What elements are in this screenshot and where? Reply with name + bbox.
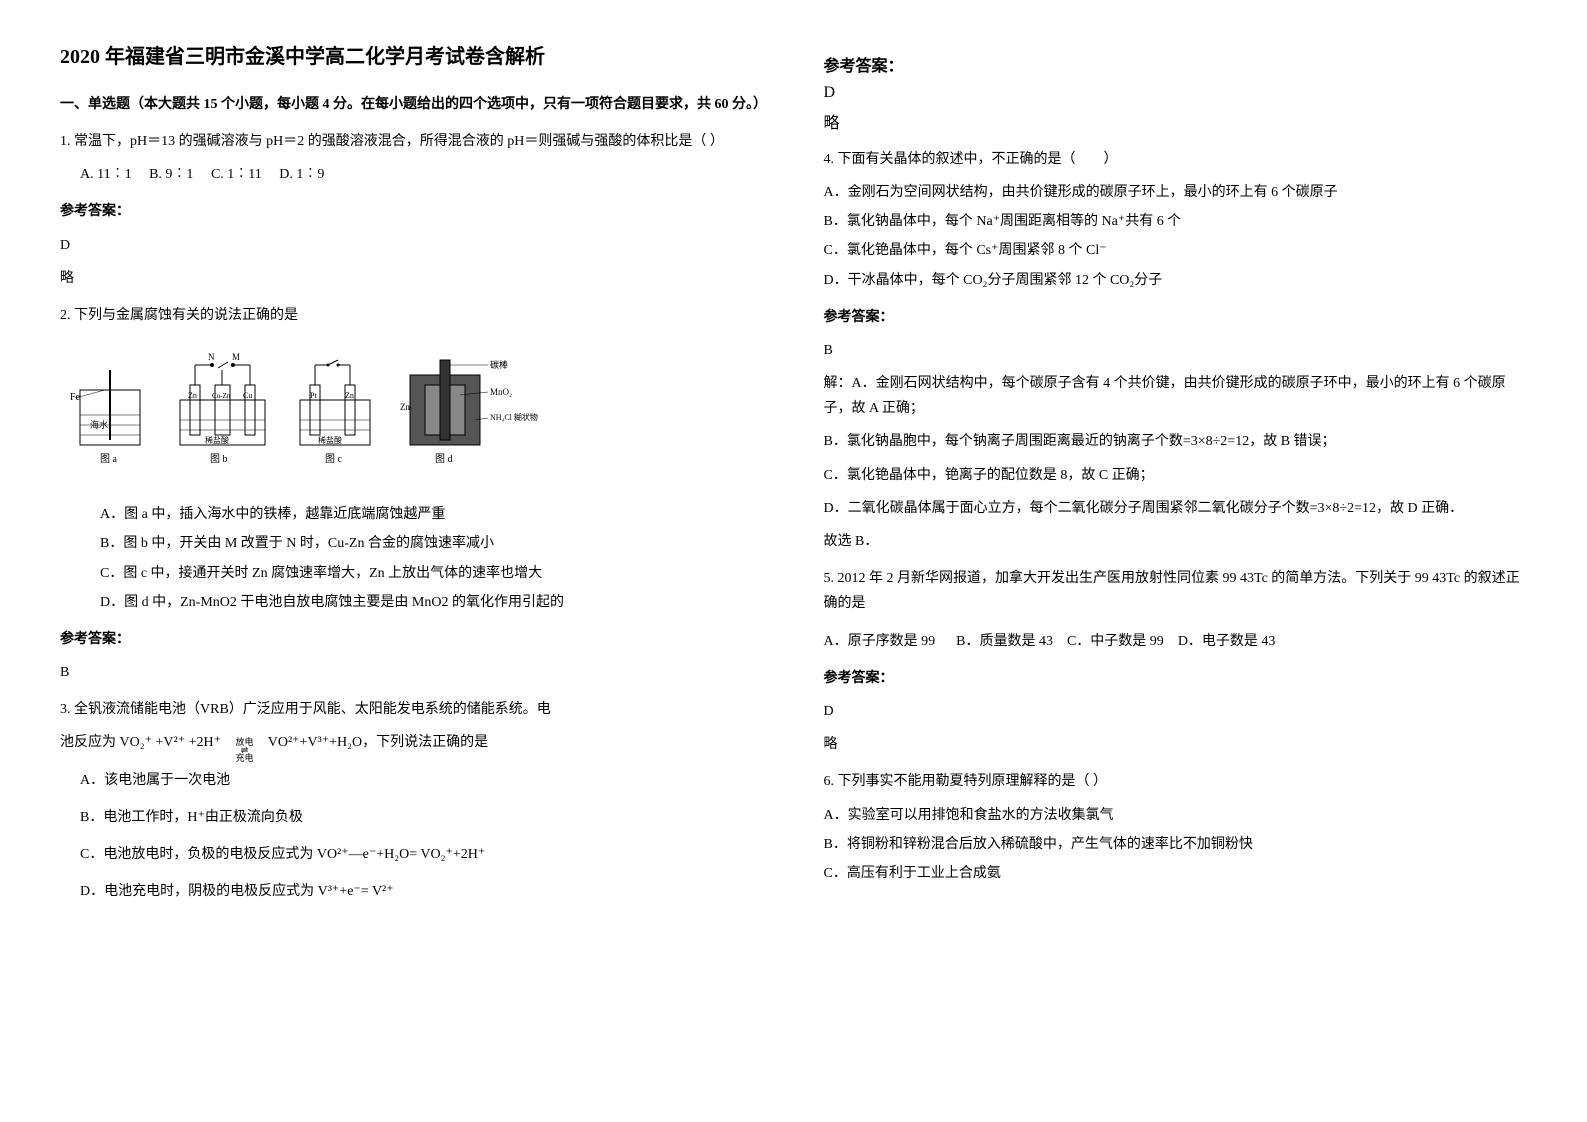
q4-opt-d: D．干冰晶体中，每个 CO₂分子周围紧邻 12 个 CO₂分子 (824, 268, 1528, 293)
q5-text: 5. 2012 年 2 月新华网报道，加拿大开发出生产医用放射性同位素 99 4… (824, 566, 1528, 616)
q5-options: A．原子序数是 99 B．质量数是 43 C．中子数是 99 D．电子数是 43 (824, 629, 1528, 654)
figure-d: 碳棒 MnO₂ NH₄Cl 糊状物 Zn 图 d (400, 359, 538, 465)
right-column: 参考答案： D 略 4. 下面有关晶体的叙述中，不正确的是（ ） A．金刚石为空… (824, 40, 1528, 916)
q3-opt-d: D．电池充电时，阴极的电极反应式为 V³⁺+e⁻= V²⁺ (80, 879, 764, 904)
q3-text1: 3. 全钒液流储能电池（VRB）广泛应用于风能、太阳能发电系统的储能系统。电 (60, 697, 764, 722)
figure-b: N M Zn Cu-Zn Cu 稀盐酸 图 b (180, 352, 265, 465)
corrosion-diagram: Fe 海水 图 a (70, 350, 550, 480)
cuzn-label: Cu-Zn (212, 392, 231, 400)
question-1: 1. 常温下，pH＝13 的强碱溶液与 pH＝2 的强酸溶液混合，所得混合液的 … (60, 129, 764, 291)
q2-opt-a: A．图 a 中，插入海水中的铁棒，越靠近底端腐蚀越严重 (100, 502, 764, 527)
zn-label-b: Zn (188, 391, 197, 400)
q1-answer: D (60, 233, 764, 258)
q3-explanation: 略 (824, 110, 1528, 139)
xiyansuan-label-c: 稀盐酸 (318, 435, 342, 445)
q5-opt-d: D．电子数是 43 (1178, 634, 1276, 649)
q1-options: A. 11︰1 B. 9︰1 C. 1︰11 D. 1︰9 (80, 162, 764, 187)
q4-opt-a: A．金刚石为空间网状结构，由共价键形成的碳原子环上，最小的环上有 6 个碳原子 (824, 180, 1528, 205)
question-2: 2. 下列与金属腐蚀有关的说法正确的是 Fe 海水 图 a (60, 303, 764, 685)
q2-opt-c: C．图 c 中，接通开关时 Zn 腐蚀速率增大，Zn 上放出气体的速率也增大 (100, 561, 764, 586)
q5-opt-a: A．原子序数是 99 (824, 634, 936, 649)
q4-opt-c: C．氯化铯晶体中，每个 Cs⁺周围紧邻 8 个 Cl⁻ (824, 238, 1528, 263)
q1-text: 1. 常温下，pH＝13 的强碱溶液与 pH＝2 的强酸溶液混合，所得混合液的 … (60, 129, 764, 154)
q3-answer-label: 参考答案： (824, 52, 1528, 76)
m-label: M (232, 352, 240, 362)
q1-explanation: 略 (60, 266, 764, 291)
question-5: 5. 2012 年 2 月新华网报道，加拿大开发出生产医用放射性同位素 99 4… (824, 566, 1528, 757)
q3-opt-c: C．电池放电时，负极的电极反应式为 VO²⁺—e⁻+H₂O= VO₂⁺+2H⁺ (80, 842, 764, 867)
q2-answer: B (60, 660, 764, 685)
seawater-label: 海水 (90, 419, 108, 430)
n-label: N (208, 352, 215, 362)
q3-answer: D (824, 84, 1528, 102)
q4-expl-d: D．二氧化碳晶体属于面心立方，每个二氧化碳分子周围紧邻二氧化碳分子个数=3×8÷… (824, 496, 1528, 521)
fig-d-label: 图 d (435, 453, 453, 465)
xiyansuan-label-b: 稀盐酸 (205, 435, 229, 445)
q5-opt-b: B．质量数是 43 (956, 634, 1053, 649)
q1-answer-label: 参考答案： (60, 199, 764, 224)
q2-answer-label: 参考答案： (60, 627, 764, 652)
q3-text-line2: 池反应为 VO₂⁺ +V²⁺ +2H⁺ 放电 ⇌ 充电 VO²⁺+V³⁺+H₂O… (60, 730, 764, 755)
q4-expl-a: 解：A．金刚石网状结构中，每个碳原子含有 4 个共价键，由共价键形成的碳原子环中… (824, 371, 1528, 421)
exam-title: 2020 年福建省三明市金溪中学高二化学月考试卷含解析 (60, 40, 764, 69)
q4-expl-b: B．氯化钠晶胞中，每个钠离子周围距离最近的钠离子个数=3×8÷2=12，故 B … (824, 429, 1528, 454)
q1-opt-d: D. 1︰9 (279, 167, 324, 182)
fig-c-label: 图 c (325, 453, 343, 465)
q4-opt-b: B．氯化钠晶体中，每个 Na⁺周围距离相等的 Na⁺共有 6 个 (824, 209, 1528, 234)
q1-opt-c: C. 1︰11 (211, 167, 262, 182)
zn-label-c: Zn (345, 391, 354, 400)
q3-text2: 池反应为 VO₂⁺ +V²⁺ +2H⁺ (60, 735, 221, 750)
section-header: 一、单选题（本大题共 15 个小题，每小题 4 分。在每小题给出的四个选项中，只… (60, 93, 764, 113)
q2-figure: Fe 海水 图 a (60, 340, 764, 490)
fe-label: Fe (70, 392, 81, 403)
q5-answer-label: 参考答案： (824, 666, 1528, 691)
left-column: 2020 年福建省三明市金溪中学高二化学月考试卷含解析 一、单选题（本大题共 1… (60, 40, 764, 916)
q6-opt-a: A．实验室可以用排饱和食盐水的方法收集氯气 (824, 803, 1528, 828)
q2-opt-d: D．图 d 中，Zn-MnO2 干电池自放电腐蚀主要是由 MnO2 的氧化作用引… (100, 590, 764, 615)
q4-expl-e: 故选 B． (824, 529, 1528, 554)
q3-text3: VO²⁺+V³⁺+H₂O，下列说法正确的是 (268, 735, 488, 750)
figure-c: Pt Zn 稀盐酸 图 c (300, 360, 370, 465)
zn-label-d: Zn (400, 402, 410, 412)
question-6: 6. 下列事实不能用勒夏特列原理解释的是（ ） A．实验室可以用排饱和食盐水的方… (824, 769, 1528, 886)
q5-opt-c: C．中子数是 99 (1067, 634, 1164, 649)
question-3: 3. 全钒液流储能电池（VRB）广泛应用于风能、太阳能发电系统的储能系统。电 池… (60, 697, 764, 904)
fig-a-label: 图 a (100, 453, 117, 465)
q3-opt-b: B．电池工作时，H⁺由正极流向负极 (80, 805, 764, 830)
mno2-label: MnO₂ (490, 387, 512, 397)
q3-opt-a: A．该电池属于一次电池 (80, 768, 764, 793)
q4-answer-label: 参考答案： (824, 305, 1528, 330)
fig-b-label: 图 b (210, 453, 228, 465)
q6-opt-b: B．将铜粉和锌粉混合后放入稀硫酸中，产生气体的速率比不加铜粉快 (824, 832, 1528, 857)
q4-text: 4. 下面有关晶体的叙述中，不正确的是（ ） (824, 147, 1528, 172)
q4-answer: B (824, 338, 1528, 363)
question-4: 4. 下面有关晶体的叙述中，不正确的是（ ） A．金刚石为空间网状结构，由共价键… (824, 147, 1528, 554)
cu-label-b: Cu (243, 391, 252, 400)
q4-expl-c: C．氯化铯晶体中，铯离子的配位数是 8，故 C 正确； (824, 463, 1528, 488)
q1-opt-b: B. 9︰1 (149, 167, 193, 182)
nh4cl-label: NH₄Cl 糊状物 (490, 412, 538, 422)
q1-opt-a: A. 11︰1 (80, 167, 132, 182)
pt-label: Pt (310, 391, 317, 400)
q5-answer: D (824, 699, 1528, 724)
q2-opt-b: B．图 b 中，开关由 M 改置于 N 时，Cu-Zn 合金的腐蚀速率减小 (100, 531, 764, 556)
q6-text: 6. 下列事实不能用勒夏特列原理解释的是（ ） (824, 769, 1528, 794)
q6-opt-c: C．高压有利于工业上合成氨 (824, 861, 1528, 886)
figure-a: Fe 海水 图 a (70, 370, 140, 465)
tanbang-label: 碳棒 (490, 359, 508, 370)
q2-text: 2. 下列与金属腐蚀有关的说法正确的是 (60, 303, 764, 328)
q5-explanation: 略 (824, 732, 1528, 757)
